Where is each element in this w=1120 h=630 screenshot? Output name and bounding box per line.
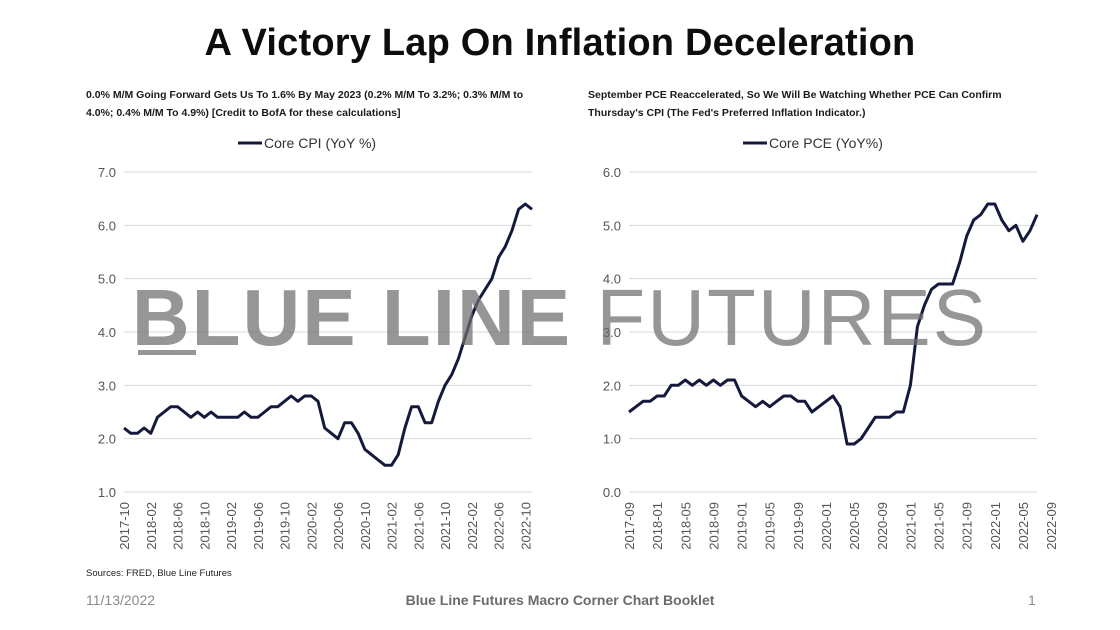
core-cpi-x-tick-label: 2019-02 xyxy=(224,502,239,550)
core-cpi-y-tick-label: 2.0 xyxy=(98,432,116,447)
core-cpi-y-tick-label: 7.0 xyxy=(98,165,116,180)
core-pce-legend-label: Core PCE (YoY%) xyxy=(769,135,883,151)
core-pce-y-tick-label: 5.0 xyxy=(603,218,621,233)
core-pce-x-tick-label: 2021-09 xyxy=(960,502,975,550)
core-cpi-x-tick-label: 2021-02 xyxy=(385,502,400,550)
footer-title: Blue Line Futures Macro Corner Chart Boo… xyxy=(405,592,715,608)
core-pce-x-tick-label: 2022-05 xyxy=(1016,502,1031,550)
core-pce-legend: Core PCE (YoY%) xyxy=(743,135,883,151)
core-cpi-x-tick-label: 2020-06 xyxy=(331,502,346,550)
core-pce-y-tick-label: 6.0 xyxy=(603,165,621,180)
core-cpi-x-tick-label: 2019-06 xyxy=(251,502,266,550)
core-pce-x-tick-label: 2021-01 xyxy=(903,502,918,550)
core-pce-chart: Core PCE (YoY%) 0.0 1.0 2.0 3.0 4.0 5.0 6.0 2017… xyxy=(603,135,1059,550)
core-cpi-x-tick-label: 2022-06 xyxy=(492,502,507,550)
core-cpi-x-tick-label: 2017-10 xyxy=(117,502,132,550)
core-pce-y-tick-label: 2.0 xyxy=(603,378,621,393)
left-chart-subtitle: 0.0% M/M Going Forward Gets Us To 1.6% B… xyxy=(86,89,524,119)
core-cpi-y-tick-label: 6.0 xyxy=(98,218,116,233)
core-cpi-series-line xyxy=(123,202,533,467)
footer-date: 11/13/2022 xyxy=(86,592,156,608)
core-cpi-y-tick-label: 3.0 xyxy=(98,378,116,393)
core-pce-x-tick-label: 2021-05 xyxy=(932,502,947,550)
core-cpi-x-tick-label: 2022-10 xyxy=(518,502,533,550)
core-pce-x-tick-label: 2019-05 xyxy=(763,502,778,550)
core-cpi-x-tick-label: 2022-02 xyxy=(465,502,480,550)
core-pce-x-tick-label: 2022-09 xyxy=(1044,502,1059,550)
core-cpi-y-tick-label: 5.0 xyxy=(98,272,116,287)
core-pce-y-tick-label: 0.0 xyxy=(603,485,621,500)
core-pce-x-tick-label: 2018-05 xyxy=(678,502,693,550)
core-pce-series-line xyxy=(628,202,1039,446)
core-cpi-x-tick-label: 2018-02 xyxy=(144,502,159,550)
core-cpi-y-tick-label: 1.0 xyxy=(98,485,116,500)
core-pce-y-tick-label: 4.0 xyxy=(603,272,621,287)
core-cpi-x-tick-label: 2019-10 xyxy=(278,502,293,550)
core-pce-y-tick-label: 3.0 xyxy=(603,325,621,340)
core-cpi-y-tick-label: 4.0 xyxy=(98,325,116,340)
core-cpi-legend: Core CPI (YoY %) xyxy=(238,135,376,151)
core-pce-y-tick-label: 1.0 xyxy=(603,432,621,447)
watermark-underline xyxy=(138,350,196,355)
core-cpi-x-tick-label: 2021-06 xyxy=(411,502,426,550)
core-cpi-chart: Core CPI (YoY %) 1.0 2.0 3.0 4.0 5.0 6.0 7.0 201… xyxy=(98,135,533,550)
core-cpi-x-tick-label: 2018-06 xyxy=(171,502,186,550)
core-pce-x-tick-label: 2019-09 xyxy=(791,502,806,550)
core-pce-x-tick-label: 2018-09 xyxy=(706,502,721,550)
page-number: 1 xyxy=(1028,592,1036,608)
core-cpi-x-tick-label: 2018-10 xyxy=(197,502,212,550)
core-pce-x-tick-label: 2017-09 xyxy=(622,502,637,550)
page-title: A Victory Lap On Inflation Deceleration xyxy=(204,22,916,64)
core-pce-x-tick-label: 2022-01 xyxy=(988,502,1003,550)
right-chart-subtitle: September PCE Reaccelerated, So We Will … xyxy=(588,89,1002,119)
core-pce-x-tick-label: 2018-01 xyxy=(650,502,665,550)
core-pce-x-tick-label: 2019-01 xyxy=(735,502,750,550)
core-pce-x-tick-label: 2020-09 xyxy=(875,502,890,550)
sources-note: Sources: FRED, Blue Line Futures xyxy=(86,568,232,579)
core-pce-x-tick-label: 2020-01 xyxy=(819,502,834,550)
core-cpi-x-tick-label: 2021-10 xyxy=(438,502,453,550)
core-cpi-x-tick-label: 2020-10 xyxy=(358,502,373,550)
core-pce-x-tick-label: 2020-05 xyxy=(847,502,862,550)
core-cpi-legend-label: Core CPI (YoY %) xyxy=(264,135,376,151)
core-cpi-x-tick-label: 2020-02 xyxy=(304,502,319,550)
